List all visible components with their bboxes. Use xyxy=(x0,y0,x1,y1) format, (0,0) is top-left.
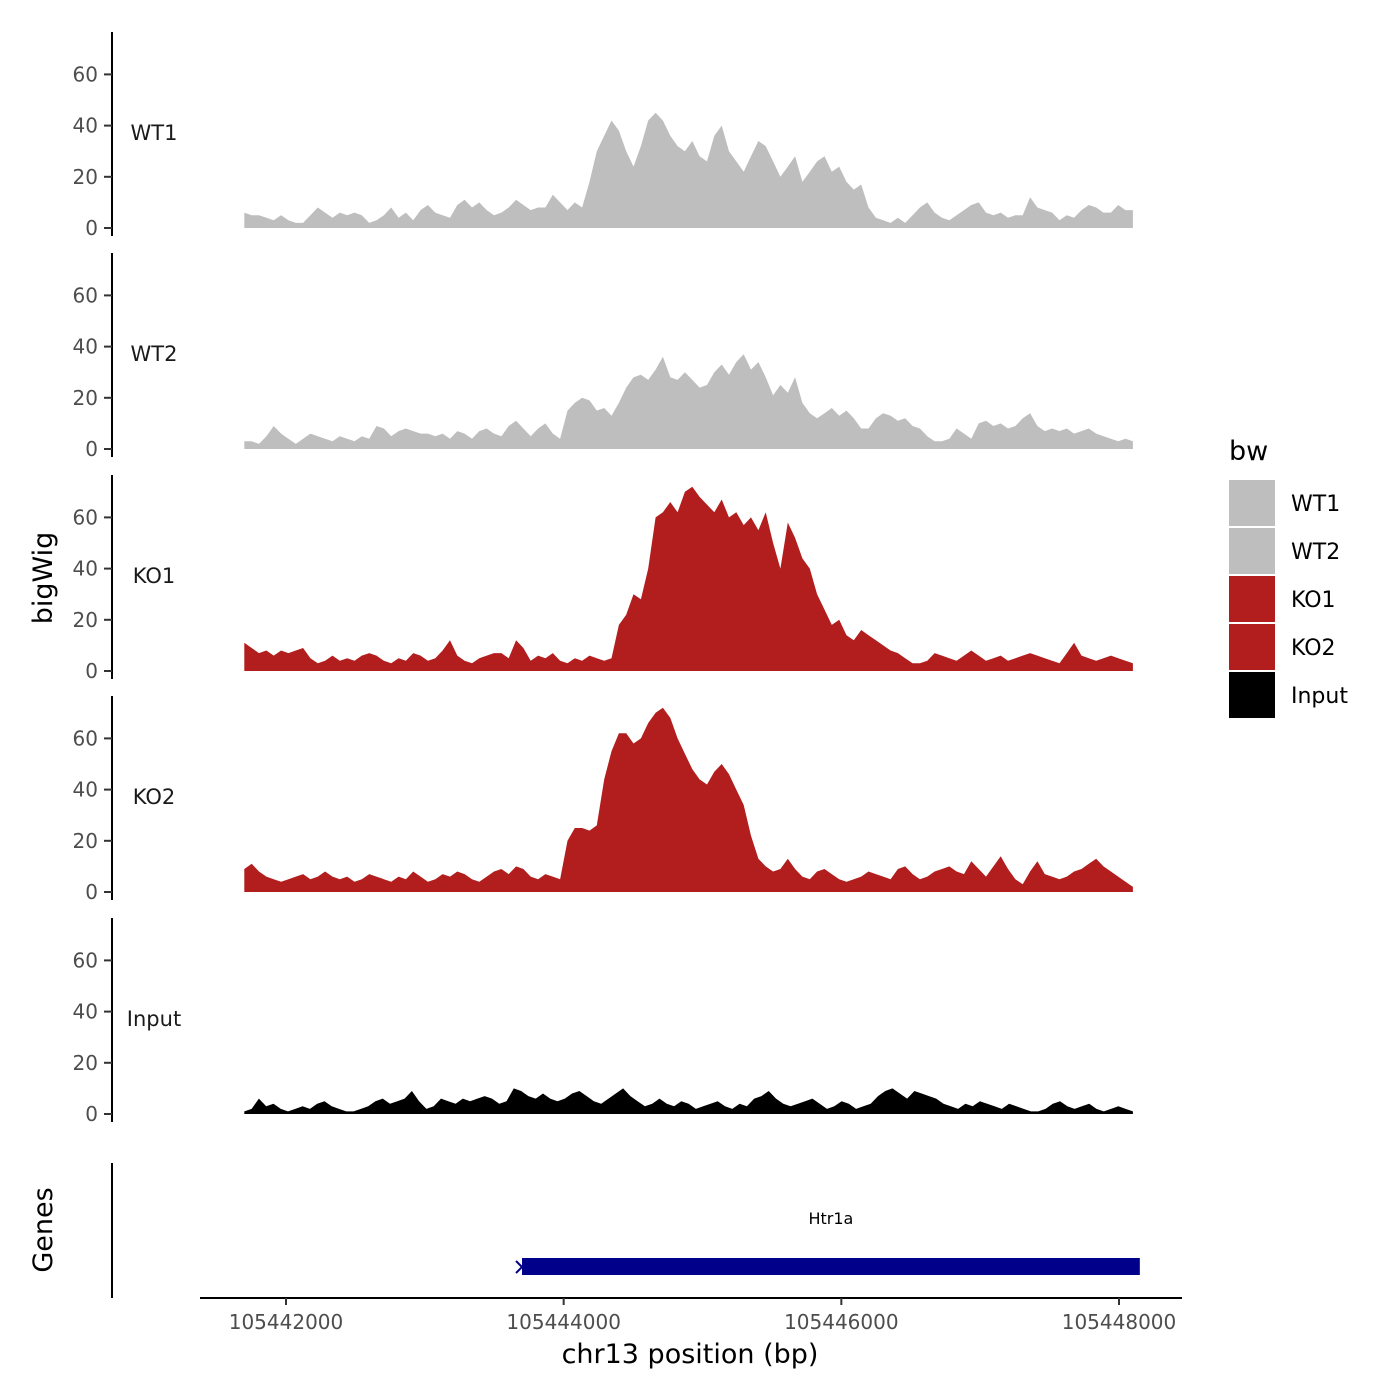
y-tick-label: 60 xyxy=(73,283,98,307)
track-label-input: Input xyxy=(127,1007,181,1031)
track-label-ko1: KO1 xyxy=(133,564,176,588)
y-tick-label: 20 xyxy=(73,829,98,853)
y-tick-label: 20 xyxy=(73,386,98,410)
area-ko1 xyxy=(244,486,1133,671)
area-wt2 xyxy=(244,354,1133,449)
y-tick-label: 0 xyxy=(85,1102,98,1126)
y-tick-label: 40 xyxy=(73,114,98,138)
track-label-wt1: WT1 xyxy=(131,121,178,145)
y-tick-label: 20 xyxy=(73,608,98,632)
legend-key-ko1 xyxy=(1229,576,1275,622)
y-tick-label: 40 xyxy=(73,778,98,802)
genes-axis-title: Genes xyxy=(28,1187,59,1272)
gene-strand-marker xyxy=(515,1260,524,1274)
y-tick-label: 60 xyxy=(73,62,98,86)
legend: bw WT1 WT2 KO1 KO2 Input xyxy=(1229,436,1348,718)
area-input xyxy=(244,1088,1133,1114)
legend-label-wt1: WT1 xyxy=(1291,492,1340,517)
x-axis-title: chr13 position (bp) xyxy=(562,1339,819,1370)
y-tick-label: 0 xyxy=(85,216,98,240)
x-tick-label: 105448000 xyxy=(1062,1310,1177,1334)
area-wt1 xyxy=(244,112,1133,228)
y-tick-label: 40 xyxy=(73,557,98,581)
legend-label-wt2: WT2 xyxy=(1291,540,1340,565)
y-tick-label: 0 xyxy=(85,437,98,461)
y-tick-label: 20 xyxy=(73,165,98,189)
legend-label-input: Input xyxy=(1291,684,1348,709)
track-input: 0 20 40 60 Input xyxy=(73,918,1133,1126)
y-axis-title: bigWig xyxy=(28,532,59,625)
y-tick-label: 0 xyxy=(85,659,98,683)
gene-track: Genes Htr1a 105442000 105444000 105446000 1… xyxy=(28,1163,1182,1334)
y-tick-label: 40 xyxy=(73,335,98,359)
track-label-wt2: WT2 xyxy=(131,342,178,366)
x-tick-label: 105442000 xyxy=(229,1310,344,1334)
legend-key-wt1 xyxy=(1229,480,1275,526)
y-tick-label: 40 xyxy=(73,1000,98,1024)
y-tick-label: 60 xyxy=(73,505,98,529)
legend-key-ko2 xyxy=(1229,624,1275,670)
x-tick-label: 105444000 xyxy=(506,1310,621,1334)
track-label-ko2: KO2 xyxy=(133,785,176,809)
gene-label-htr1a: Htr1a xyxy=(808,1209,853,1228)
y-tick-label: 20 xyxy=(73,1051,98,1075)
legend-title: bw xyxy=(1229,436,1268,467)
track-wt1: 0 20 40 60 WT1 xyxy=(73,32,1133,240)
gene-body-htr1a xyxy=(522,1258,1140,1275)
legend-label-ko2: KO2 xyxy=(1291,636,1336,661)
y-tick-label: 60 xyxy=(73,726,98,750)
y-tick-label: 60 xyxy=(73,948,98,972)
x-tick-label: 105446000 xyxy=(784,1310,899,1334)
legend-key-input xyxy=(1229,672,1275,718)
x-axis-ticks: 105442000 105444000 105446000 105448000 xyxy=(229,1298,1177,1334)
legend-label-ko1: KO1 xyxy=(1291,588,1336,613)
legend-key-wt2 xyxy=(1229,528,1275,574)
track-wt2: 0 20 40 60 WT2 xyxy=(73,253,1133,461)
signal-tracks: 0 20 40 60 WT1 0 20 40 60 WT2 0 20 40 60 KO1 0 20 40 60 KO2… xyxy=(73,32,1133,1126)
track-ko2: 0 20 40 60 KO2 xyxy=(73,696,1133,904)
area-ko2 xyxy=(244,707,1133,892)
y-tick-label: 0 xyxy=(85,880,98,904)
track-ko1: 0 20 40 60 KO1 xyxy=(73,475,1133,683)
